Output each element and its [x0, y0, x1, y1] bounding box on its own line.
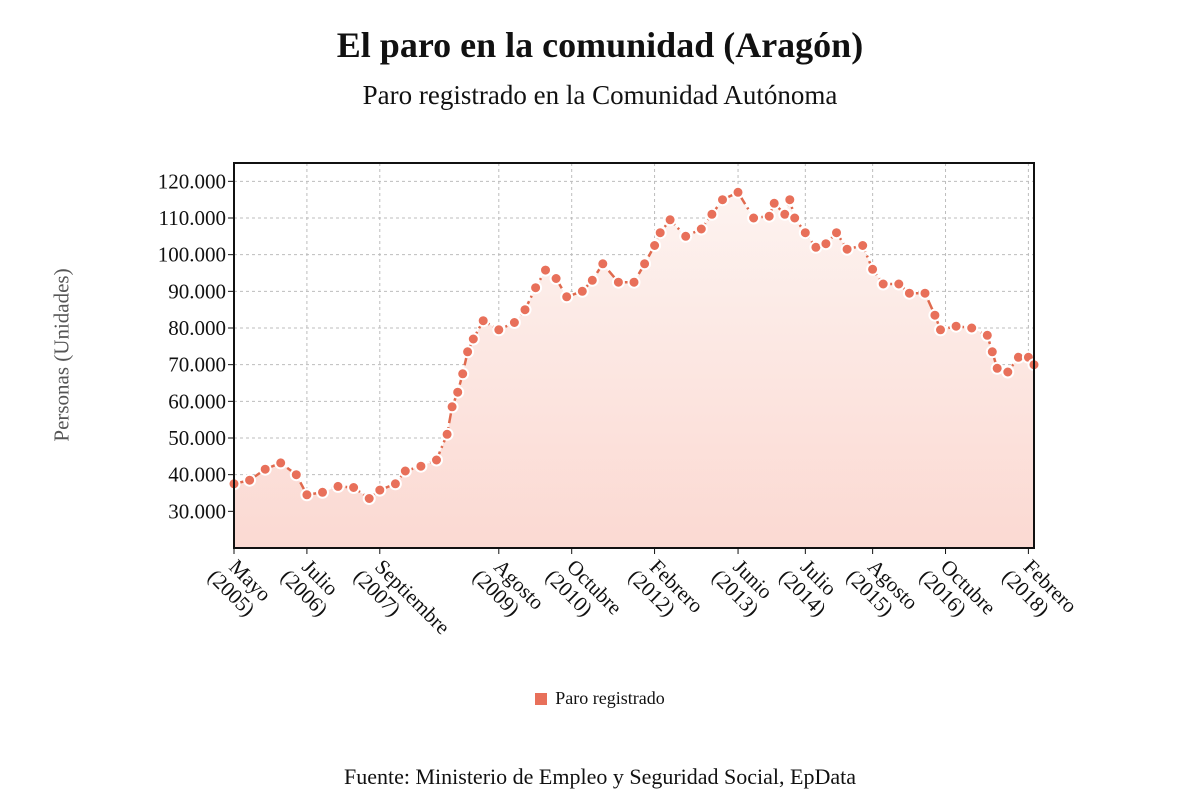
y-tick-label: 40.000 [168, 463, 226, 487]
data-point [611, 275, 625, 289]
x-tick-label: Septiembre(2007) [349, 555, 455, 640]
y-tick-label: 30.000 [168, 499, 226, 523]
data-point [918, 286, 932, 300]
data-point [398, 464, 412, 478]
x-tick-label: Agosto(2009) [468, 555, 549, 621]
data-point [461, 345, 475, 359]
area-fill [234, 192, 1034, 549]
data-point [430, 453, 443, 467]
x-tick-label: Agosto(2015) [842, 555, 923, 621]
data-point [747, 211, 761, 225]
source-note: Fuente: Ministerio de Empleo y Seguridad… [343, 764, 856, 789]
data-point [476, 314, 490, 328]
data-point [648, 239, 662, 252]
data-point [783, 193, 797, 207]
data-point [289, 468, 303, 482]
data-point [892, 277, 906, 291]
data-point [694, 222, 708, 236]
data-point [965, 321, 979, 335]
data-point [819, 237, 833, 251]
data-point [451, 385, 465, 399]
data-point [762, 209, 776, 223]
data-point [560, 290, 574, 304]
data-point [300, 488, 314, 502]
data-point [243, 473, 257, 487]
x-tick-label: Febrero(2012) [624, 555, 708, 621]
data-point [466, 332, 480, 346]
data-point [830, 226, 843, 240]
data-point [840, 242, 854, 256]
data-point [373, 483, 387, 497]
data-point [856, 239, 870, 252]
x-tick-label: Octubre(2010) [541, 555, 627, 621]
y-tick-label: 80.000 [168, 316, 226, 340]
series-area [234, 192, 1034, 549]
data-point [788, 211, 802, 225]
data-point [549, 272, 563, 285]
y-tick-label: 70.000 [168, 353, 226, 377]
data-point [1001, 365, 1015, 379]
x-tick-label: Febrero(2018) [998, 555, 1082, 621]
legend-label: Paro registrado [555, 688, 665, 708]
data-point [934, 323, 947, 337]
legend-swatch [535, 692, 548, 705]
data-point [507, 316, 521, 329]
data-point [731, 185, 745, 199]
x-axis-ticks: Mayo(2005) Julio(2006) Septiembre(2007) Ago… [203, 548, 1082, 640]
data-point [653, 226, 667, 240]
x-tick-label: Mayo(2005) [203, 555, 276, 621]
data-point [316, 485, 329, 499]
data-point [876, 277, 890, 291]
data-point [575, 284, 589, 298]
data-point [679, 229, 693, 243]
data-point [518, 303, 532, 317]
data-point [866, 262, 880, 276]
data-point [445, 400, 459, 414]
data-point [347, 481, 361, 494]
data-point [902, 286, 916, 300]
data-point [980, 328, 994, 342]
chart-title: El paro en la comunidad (Aragón) [336, 25, 864, 65]
data-point [539, 263, 552, 277]
chart-subtitle: Paro registrado en la Comunidad Autónoma [362, 80, 838, 110]
data-point [388, 477, 402, 491]
plot-frame [233, 162, 1035, 549]
y-axis-ticks: 30.000 40.000 50.000 60.000 70.000 80.000 90.0… [158, 169, 234, 523]
y-tick-label: 50.000 [168, 426, 226, 450]
data-point [274, 456, 288, 470]
data-point [949, 319, 963, 333]
y-tick-label: 110.000 [159, 206, 226, 230]
x-tick-label: Octubre(2016) [915, 555, 1001, 621]
data-point [258, 462, 272, 476]
data-point [362, 492, 376, 505]
y-tick-label: 120.000 [158, 169, 226, 193]
x-tick-label: Julio(2006) [276, 555, 343, 621]
data-points [227, 185, 1041, 505]
data-point [596, 257, 610, 271]
data-point [414, 459, 428, 473]
legend: Paro registrado [0, 688, 1200, 709]
data-point [767, 196, 781, 210]
data-point [716, 193, 729, 207]
y-tick-label: 60.000 [168, 389, 226, 413]
y-tick-label: 100.000 [158, 243, 226, 267]
data-point [798, 226, 812, 240]
data-point [627, 275, 641, 289]
x-tick-label: Julio(2014) [775, 555, 842, 621]
y-tick-label: 90.000 [168, 279, 226, 303]
data-point [529, 281, 543, 295]
x-tick-label: Junio(2013) [707, 555, 777, 621]
data-point [440, 427, 454, 441]
data-point [585, 273, 599, 287]
data-point [928, 308, 942, 322]
data-point [705, 207, 719, 221]
data-point [331, 479, 345, 493]
data-point [456, 367, 470, 381]
data-point [985, 345, 999, 359]
data-point [663, 213, 677, 227]
data-point [990, 361, 1004, 375]
data-point [638, 257, 652, 271]
data-point [492, 323, 506, 337]
